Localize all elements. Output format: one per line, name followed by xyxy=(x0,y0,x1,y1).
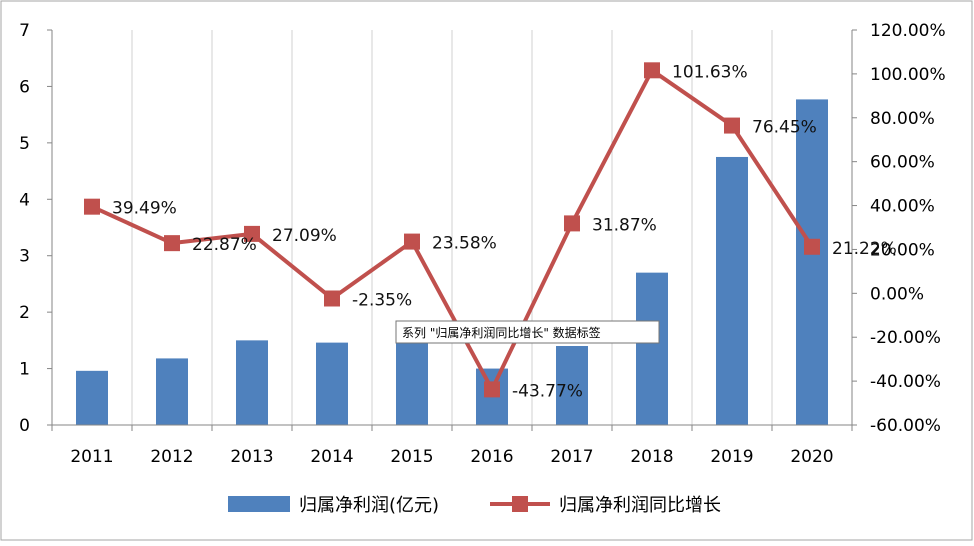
right-tick-label: 80.00% xyxy=(870,109,935,129)
line-marker xyxy=(644,62,660,79)
bar xyxy=(796,99,828,426)
left-tick-label: 2 xyxy=(19,303,30,323)
data-label: 39.49% xyxy=(112,199,177,219)
x-tick-label: 2020 xyxy=(790,447,833,467)
x-tick-label: 2015 xyxy=(390,447,433,467)
legend-bar-label: 归属净利润(亿元) xyxy=(299,495,439,516)
right-tick-label: 40.00% xyxy=(870,197,935,217)
bar xyxy=(316,342,348,425)
data-label: -43.77% xyxy=(512,381,583,401)
line-series xyxy=(84,62,820,398)
left-tick-label: 5 xyxy=(19,134,30,154)
data-labels: 39.49% 22.87% 27.09% -2.35% 23.58% -43.77% 31.… xyxy=(112,62,897,401)
axes: 0 1 2 3 4 5 6 7 -60.00% -40.00% -20.00% 0.00% 20.00%… xyxy=(19,21,945,467)
right-tick-label: 120.00% xyxy=(870,21,946,41)
tooltip-box xyxy=(395,320,660,344)
x-tick-label: 2019 xyxy=(710,447,753,467)
data-label: -2.35% xyxy=(352,290,412,310)
line-marker xyxy=(404,233,420,250)
tooltip: 系列 "归属净利润同比增长" 数据标签 xyxy=(395,320,660,344)
data-label: 101.63% xyxy=(672,62,748,82)
right-tick-label: -40.00% xyxy=(870,372,941,392)
x-tick-label: 2018 xyxy=(630,447,673,467)
bar xyxy=(156,358,188,425)
legend-line-marker xyxy=(512,496,528,512)
left-tick-label: 6 xyxy=(19,77,30,97)
legend-line-label: 归属净利润同比增长 xyxy=(559,495,721,516)
x-tick-label: 2016 xyxy=(470,447,513,467)
bar xyxy=(556,346,588,425)
x-tick-label: 2012 xyxy=(150,447,193,467)
right-tick-label: 20.00% xyxy=(870,240,935,260)
x-tick-label: 2011 xyxy=(70,447,113,467)
right-tick-label: 0.00% xyxy=(870,284,924,304)
right-tick-label: -20.00% xyxy=(870,328,941,348)
right-tick-label: 60.00% xyxy=(870,153,935,173)
line-marker xyxy=(84,198,100,215)
bar xyxy=(76,370,108,425)
line-marker xyxy=(164,235,180,252)
growth-line xyxy=(91,68,814,392)
line-marker xyxy=(244,225,260,242)
legend-bar-swatch xyxy=(228,496,290,512)
left-tick-label: 0 xyxy=(19,416,30,436)
bar xyxy=(636,272,668,425)
data-label: 23.58% xyxy=(432,234,497,254)
left-tick-label: 4 xyxy=(19,190,30,210)
grid-lines xyxy=(131,30,773,425)
right-tick-label: 100.00% xyxy=(870,65,946,85)
data-label: 22.87% xyxy=(192,235,257,255)
x-tick-label: 2013 xyxy=(230,447,273,467)
bar-series xyxy=(76,99,828,426)
data-label: 27.09% xyxy=(272,226,337,246)
data-label: 31.87% xyxy=(592,215,657,235)
line-marker xyxy=(804,238,820,255)
bar xyxy=(396,334,428,425)
line-marker xyxy=(484,381,500,398)
tooltip-text: 系列 "归属净利润同比增长" 数据标签 xyxy=(402,325,601,340)
data-label: 21.22% xyxy=(832,239,897,259)
x-tick-label: 2014 xyxy=(310,447,353,467)
legend: 归属净利润(亿元) 归属净利润同比增长 xyxy=(228,495,721,516)
line-marker xyxy=(564,215,580,232)
left-tick-label: 3 xyxy=(19,247,30,267)
data-label: 76.45% xyxy=(752,118,817,138)
left-tick-label: 1 xyxy=(19,360,30,380)
x-tick-label: 2017 xyxy=(550,447,593,467)
line-marker xyxy=(724,117,740,134)
left-tick-label: 7 xyxy=(19,21,30,41)
bar xyxy=(236,340,268,425)
bar xyxy=(716,156,748,425)
line-marker xyxy=(324,290,340,307)
right-tick-label: -60.00% xyxy=(870,416,941,436)
